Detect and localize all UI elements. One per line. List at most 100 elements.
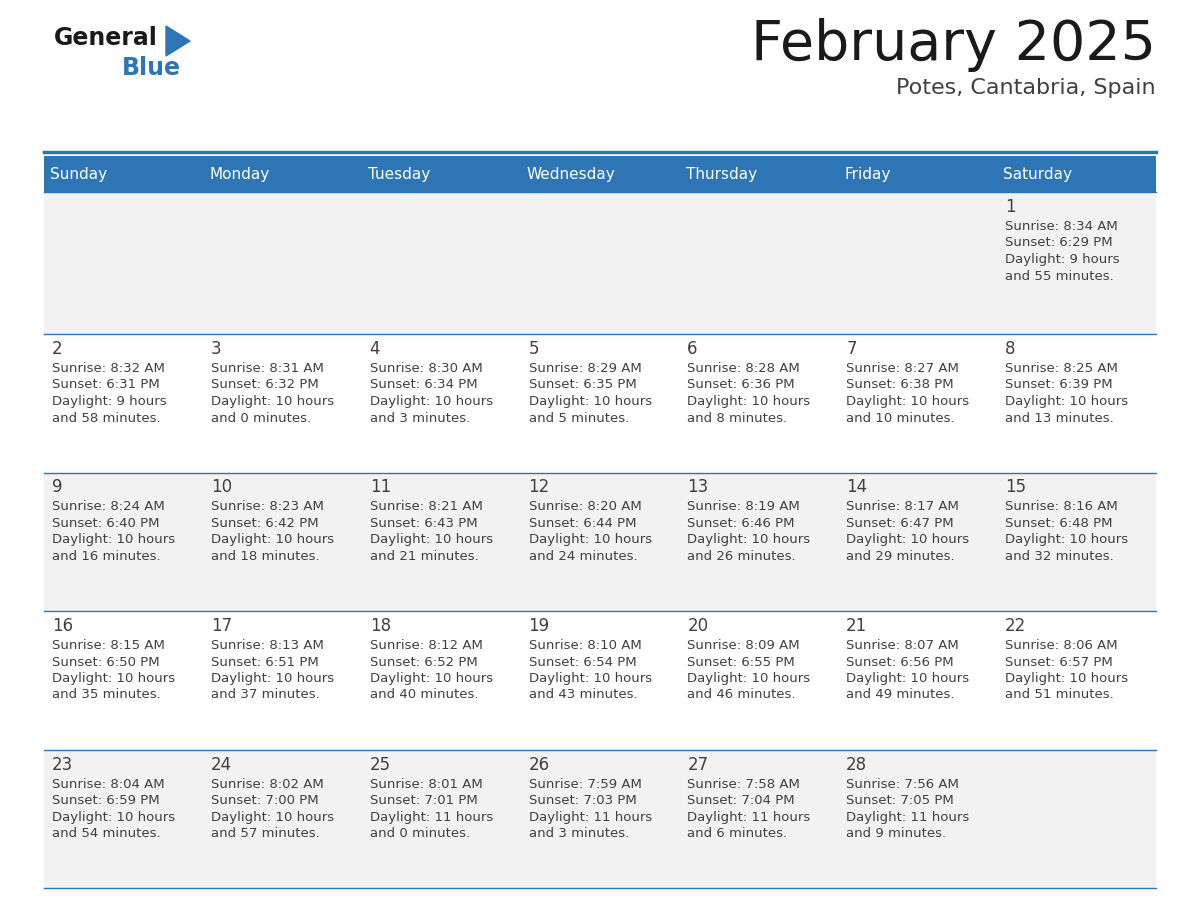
Text: Sunrise: 8:31 AM: Sunrise: 8:31 AM xyxy=(210,362,323,375)
Text: 23: 23 xyxy=(52,756,74,774)
Text: and 0 minutes.: and 0 minutes. xyxy=(210,411,311,424)
Text: and 18 minutes.: and 18 minutes. xyxy=(210,550,320,563)
Text: Daylight: 11 hours: Daylight: 11 hours xyxy=(529,811,652,823)
Text: Sunrise: 8:21 AM: Sunrise: 8:21 AM xyxy=(369,500,482,513)
Text: Sunrise: 8:02 AM: Sunrise: 8:02 AM xyxy=(210,778,323,790)
Text: Sunset: 6:43 PM: Sunset: 6:43 PM xyxy=(369,517,478,530)
Text: and 24 minutes.: and 24 minutes. xyxy=(529,550,637,563)
Text: 13: 13 xyxy=(688,478,708,497)
Text: and 5 minutes.: and 5 minutes. xyxy=(529,411,628,424)
Text: and 40 minutes.: and 40 minutes. xyxy=(369,688,478,701)
Text: Daylight: 10 hours: Daylight: 10 hours xyxy=(846,395,969,408)
Text: Sunrise: 7:59 AM: Sunrise: 7:59 AM xyxy=(529,778,642,790)
Text: 24: 24 xyxy=(210,756,232,774)
Text: Daylight: 10 hours: Daylight: 10 hours xyxy=(846,672,969,685)
Text: Sunset: 7:01 PM: Sunset: 7:01 PM xyxy=(369,794,478,807)
Text: 28: 28 xyxy=(846,756,867,774)
Text: Monday: Monday xyxy=(209,166,270,182)
Text: 16: 16 xyxy=(52,617,74,635)
Text: Sunrise: 8:12 AM: Sunrise: 8:12 AM xyxy=(369,639,482,652)
Text: 12: 12 xyxy=(529,478,550,497)
Text: Sunset: 7:05 PM: Sunset: 7:05 PM xyxy=(846,794,954,807)
Text: Daylight: 10 hours: Daylight: 10 hours xyxy=(846,533,969,546)
Text: 7: 7 xyxy=(846,340,857,358)
Text: Daylight: 10 hours: Daylight: 10 hours xyxy=(210,533,334,546)
Text: Sunset: 6:51 PM: Sunset: 6:51 PM xyxy=(210,655,318,668)
Text: and 3 minutes.: and 3 minutes. xyxy=(369,411,470,424)
Text: and 58 minutes.: and 58 minutes. xyxy=(52,411,160,424)
Text: Friday: Friday xyxy=(845,166,891,182)
Text: Sunrise: 8:09 AM: Sunrise: 8:09 AM xyxy=(688,639,800,652)
Bar xyxy=(44,473,1156,611)
Text: Sunset: 6:34 PM: Sunset: 6:34 PM xyxy=(369,378,478,391)
Text: and 6 minutes.: and 6 minutes. xyxy=(688,827,788,840)
Text: and 3 minutes.: and 3 minutes. xyxy=(529,827,628,840)
Text: and 8 minutes.: and 8 minutes. xyxy=(688,411,788,424)
Text: Wednesday: Wednesday xyxy=(527,166,615,182)
Text: Daylight: 10 hours: Daylight: 10 hours xyxy=(210,395,334,408)
Text: Blue: Blue xyxy=(122,56,181,80)
Text: Daylight: 10 hours: Daylight: 10 hours xyxy=(529,533,652,546)
Text: 22: 22 xyxy=(1005,617,1026,635)
Text: Sunset: 6:48 PM: Sunset: 6:48 PM xyxy=(1005,517,1113,530)
Bar xyxy=(44,192,1156,334)
Text: 5: 5 xyxy=(529,340,539,358)
Text: Daylight: 10 hours: Daylight: 10 hours xyxy=(210,672,334,685)
Text: Daylight: 10 hours: Daylight: 10 hours xyxy=(1005,672,1129,685)
Text: Sunrise: 8:32 AM: Sunrise: 8:32 AM xyxy=(52,362,165,375)
Text: Sunrise: 8:13 AM: Sunrise: 8:13 AM xyxy=(210,639,323,652)
Text: and 35 minutes.: and 35 minutes. xyxy=(52,688,160,701)
Text: 6: 6 xyxy=(688,340,697,358)
Text: and 21 minutes.: and 21 minutes. xyxy=(369,550,479,563)
Text: General: General xyxy=(53,26,158,50)
Text: Sunrise: 8:19 AM: Sunrise: 8:19 AM xyxy=(688,500,801,513)
Text: Sunset: 6:47 PM: Sunset: 6:47 PM xyxy=(846,517,954,530)
Text: Sunrise: 8:07 AM: Sunrise: 8:07 AM xyxy=(846,639,959,652)
Text: Sunrise: 8:25 AM: Sunrise: 8:25 AM xyxy=(1005,362,1118,375)
Text: 2: 2 xyxy=(52,340,63,358)
Text: Daylight: 9 hours: Daylight: 9 hours xyxy=(52,395,166,408)
Text: 9: 9 xyxy=(52,478,63,497)
Text: Sunset: 6:39 PM: Sunset: 6:39 PM xyxy=(1005,378,1113,391)
Bar xyxy=(44,611,1156,749)
Text: Daylight: 10 hours: Daylight: 10 hours xyxy=(369,672,493,685)
Text: Sunset: 6:52 PM: Sunset: 6:52 PM xyxy=(369,655,478,668)
Text: Daylight: 9 hours: Daylight: 9 hours xyxy=(1005,253,1120,266)
Text: Sunset: 6:40 PM: Sunset: 6:40 PM xyxy=(52,517,159,530)
Text: Sunrise: 8:24 AM: Sunrise: 8:24 AM xyxy=(52,500,165,513)
Text: and 26 minutes.: and 26 minutes. xyxy=(688,550,796,563)
Text: 4: 4 xyxy=(369,340,380,358)
Text: Sunset: 6:57 PM: Sunset: 6:57 PM xyxy=(1005,655,1113,668)
Text: Daylight: 10 hours: Daylight: 10 hours xyxy=(369,395,493,408)
Text: Daylight: 10 hours: Daylight: 10 hours xyxy=(688,672,810,685)
Text: and 9 minutes.: and 9 minutes. xyxy=(846,827,947,840)
Text: Sunset: 6:31 PM: Sunset: 6:31 PM xyxy=(52,378,159,391)
Text: 26: 26 xyxy=(529,756,550,774)
Text: Sunset: 6:46 PM: Sunset: 6:46 PM xyxy=(688,517,795,530)
Text: Sunday: Sunday xyxy=(50,166,107,182)
Text: 1: 1 xyxy=(1005,198,1016,216)
Text: 11: 11 xyxy=(369,478,391,497)
Text: Daylight: 10 hours: Daylight: 10 hours xyxy=(52,672,175,685)
Text: Daylight: 10 hours: Daylight: 10 hours xyxy=(688,533,810,546)
Text: and 29 minutes.: and 29 minutes. xyxy=(846,550,955,563)
Text: Daylight: 10 hours: Daylight: 10 hours xyxy=(1005,395,1129,408)
Text: Sunrise: 8:30 AM: Sunrise: 8:30 AM xyxy=(369,362,482,375)
Text: Sunrise: 7:56 AM: Sunrise: 7:56 AM xyxy=(846,778,959,790)
Text: 8: 8 xyxy=(1005,340,1016,358)
Text: Daylight: 10 hours: Daylight: 10 hours xyxy=(52,811,175,823)
Text: and 46 minutes.: and 46 minutes. xyxy=(688,688,796,701)
Text: Daylight: 10 hours: Daylight: 10 hours xyxy=(529,395,652,408)
Bar xyxy=(44,334,1156,473)
Text: Daylight: 11 hours: Daylight: 11 hours xyxy=(688,811,810,823)
Text: and 55 minutes.: and 55 minutes. xyxy=(1005,270,1114,283)
Text: and 10 minutes.: and 10 minutes. xyxy=(846,411,955,424)
Text: Sunset: 6:54 PM: Sunset: 6:54 PM xyxy=(529,655,636,668)
Text: Daylight: 10 hours: Daylight: 10 hours xyxy=(529,672,652,685)
Text: Sunset: 6:44 PM: Sunset: 6:44 PM xyxy=(529,517,636,530)
Text: 25: 25 xyxy=(369,756,391,774)
Text: Sunset: 7:03 PM: Sunset: 7:03 PM xyxy=(529,794,637,807)
Text: Sunset: 6:36 PM: Sunset: 6:36 PM xyxy=(688,378,795,391)
Text: Sunrise: 8:10 AM: Sunrise: 8:10 AM xyxy=(529,639,642,652)
Text: and 43 minutes.: and 43 minutes. xyxy=(529,688,637,701)
